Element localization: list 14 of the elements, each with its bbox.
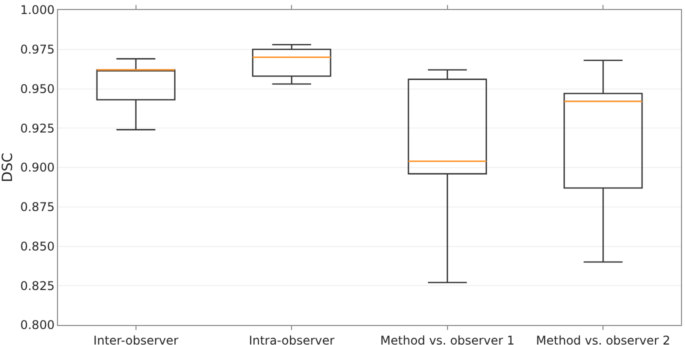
x-tick-label: Inter-observer [93, 333, 178, 345]
y-tick-label: 0.950 [20, 82, 55, 96]
x-tick-label: Method vs. observer 1 [380, 333, 514, 345]
y-tick-label: 0.875 [20, 200, 55, 214]
y-tick-label: 0.825 [20, 278, 55, 293]
y-axis-title: DSC [0, 152, 16, 182]
y-tick-label: 0.900 [20, 160, 55, 175]
y-tick-label: 1.000 [20, 3, 55, 18]
y-tick-label: 0.850 [20, 239, 55, 254]
x-tick-label: Method vs. observer 2 [536, 333, 670, 345]
y-tick-label: 0.975 [20, 42, 55, 57]
y-tick-label: 0.925 [20, 121, 55, 136]
x-tick-label: Intra-observer [248, 333, 335, 345]
y-tick-label: 0.800 [20, 318, 55, 332]
